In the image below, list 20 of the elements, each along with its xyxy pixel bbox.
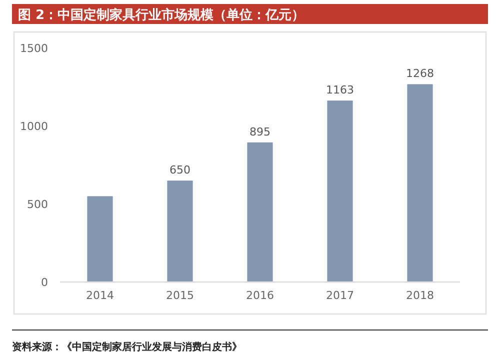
data-label: 650 [170,164,190,177]
y-tick-label: 1000 [20,120,48,133]
data-label: 1163 [326,84,354,97]
bar [327,100,353,282]
bar [167,180,193,282]
data-label: 1268 [406,67,434,80]
bar [87,196,113,282]
y-tick-label: 500 [27,198,48,211]
y-tick-label: 0 [41,276,48,289]
bar [407,84,433,282]
x-tick-label: 2018 [406,289,434,302]
x-tick-label: 2017 [326,289,354,302]
y-tick-label: 1500 [20,42,48,55]
bar [247,142,273,282]
x-tick-label: 2015 [166,289,194,302]
x-tick-label: 2014 [86,289,114,302]
x-tick-label: 2016 [246,289,274,302]
chart-title: 图 2：中国定制家具行业市场规模（单位：亿元） [18,7,305,23]
data-label: 895 [250,125,270,138]
text: 资料来源：《中国定制家居行业发展与消费白皮书》 [12,341,242,353]
